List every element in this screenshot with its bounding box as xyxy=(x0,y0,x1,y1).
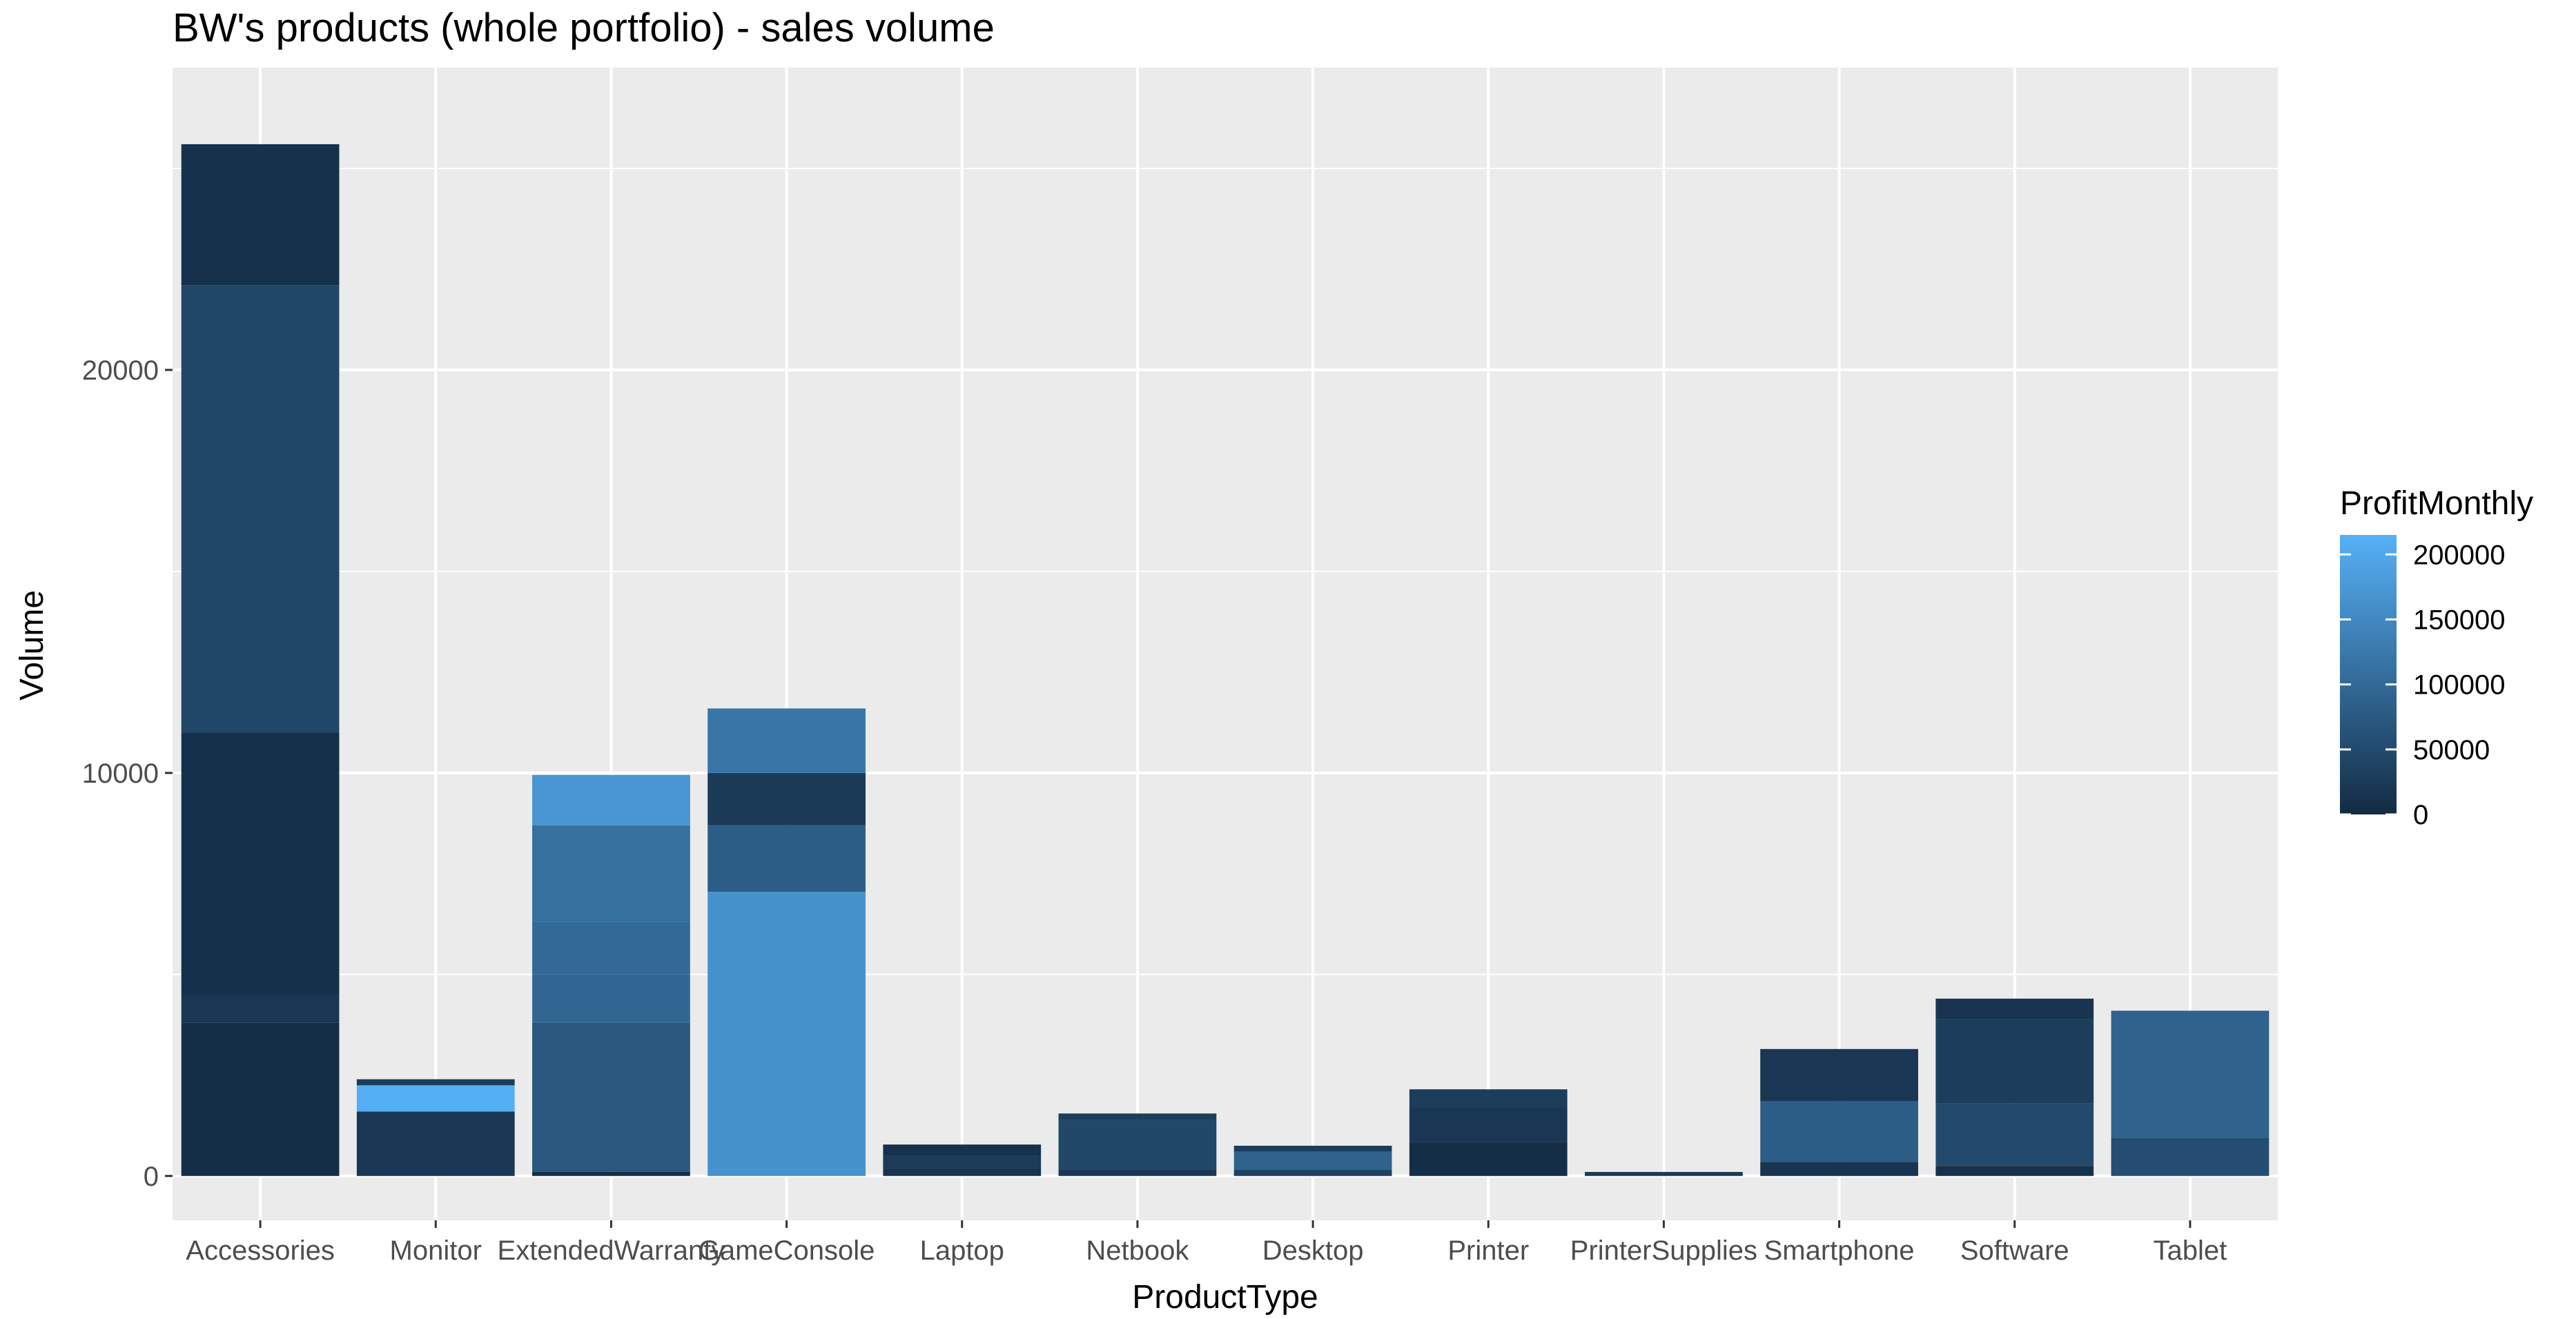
x-tick-label: Monitor xyxy=(390,1235,482,1266)
bar-segment xyxy=(1760,1162,1918,1176)
y-tick-label: 10000 xyxy=(82,759,159,789)
bar-segment xyxy=(883,1144,1042,1156)
bar-segment xyxy=(708,892,866,1176)
bar-segment xyxy=(532,974,690,1023)
bar-segment xyxy=(1233,1151,1392,1171)
bar-segment xyxy=(1058,1120,1217,1171)
x-tick-label: Smartphone xyxy=(1764,1235,1915,1266)
bar-segment xyxy=(1935,998,2094,1019)
legend-title: ProfitMonthly xyxy=(2340,485,2533,522)
bar-segment xyxy=(1760,1048,1918,1102)
bar-segment xyxy=(2111,1137,2270,1176)
bar-segment xyxy=(1935,1019,2094,1104)
bar-segment xyxy=(532,825,690,922)
x-tick-label: ExtendedWarranty xyxy=(498,1235,725,1266)
bar-segment xyxy=(1409,1142,1568,1176)
bar-segment xyxy=(181,732,340,995)
bar-segment xyxy=(1233,1170,1392,1176)
x-tick-label: Printer xyxy=(1447,1235,1529,1266)
bar-segment xyxy=(883,1168,1042,1176)
bar-segment xyxy=(1585,1171,1743,1176)
legend-tick-label: 0 xyxy=(2413,800,2428,830)
x-tick-label: PrinterSupplies xyxy=(1570,1235,1757,1266)
bar-segment xyxy=(532,1171,690,1176)
plot-panel xyxy=(173,68,2278,1220)
bar-segment xyxy=(181,1022,340,1176)
x-tick-label: Desktop xyxy=(1262,1235,1364,1266)
chart-title: BW's products (whole portfolio) - sales … xyxy=(173,6,995,50)
bar-segment xyxy=(1409,1107,1568,1142)
bar-segment xyxy=(1760,1101,1918,1162)
y-axis-title: Volume xyxy=(14,590,50,701)
legend-tick-label: 150000 xyxy=(2413,605,2505,635)
bar-segment xyxy=(1058,1170,1217,1176)
bar-segment xyxy=(181,144,340,286)
legend-tick-label: 100000 xyxy=(2413,670,2505,701)
y-tick-label: 20000 xyxy=(82,355,159,386)
x-axis-ticks: Accessories Monitor ExtendedWarrantyGameCo… xyxy=(186,1220,2227,1266)
bar-segment xyxy=(1935,1103,2094,1166)
bar-segment xyxy=(532,1022,690,1172)
bar-segment xyxy=(708,772,866,825)
y-axis-ticks: 0 10000 20000 xyxy=(82,355,173,1192)
bar-segment xyxy=(1058,1113,1217,1120)
bars xyxy=(181,144,2270,1176)
x-tick-label: Netbook xyxy=(1086,1235,1189,1266)
bar-segment xyxy=(708,708,866,773)
bar-segment xyxy=(532,921,690,975)
x-tick-label: Laptop xyxy=(920,1235,1004,1266)
x-tick-label: GameConsole xyxy=(699,1235,875,1266)
x-tick-label: Tablet xyxy=(2154,1235,2227,1266)
legend-tick-label: 50000 xyxy=(2413,735,2490,765)
x-axis-title: ProductType xyxy=(1132,1279,1318,1316)
bar-segment xyxy=(2111,1010,2270,1138)
legend-colorbar xyxy=(2340,535,2397,814)
legend-ticks: 0 50000 100000 150000 200000 xyxy=(2340,540,2505,830)
bar-segment xyxy=(708,825,866,892)
bar-segment xyxy=(181,995,340,1023)
bar-segment xyxy=(1935,1166,2094,1176)
bar-segment xyxy=(1409,1089,1568,1108)
bar-segment xyxy=(883,1155,1042,1169)
bar-segment xyxy=(1233,1145,1392,1152)
legend-tick-label: 200000 xyxy=(2413,540,2505,570)
y-tick-label: 0 xyxy=(144,1162,159,1192)
x-tick-label: Accessories xyxy=(186,1235,335,1266)
bar-segment xyxy=(356,1111,515,1176)
bar-segment xyxy=(356,1079,515,1086)
bar-segment xyxy=(532,774,690,825)
bar-segment xyxy=(356,1085,515,1112)
legend: ProfitMonthly 0 50000 100000 150000 200000 xyxy=(2340,485,2533,830)
x-tick-label: Software xyxy=(1960,1235,2069,1266)
bar-segment xyxy=(181,285,340,733)
